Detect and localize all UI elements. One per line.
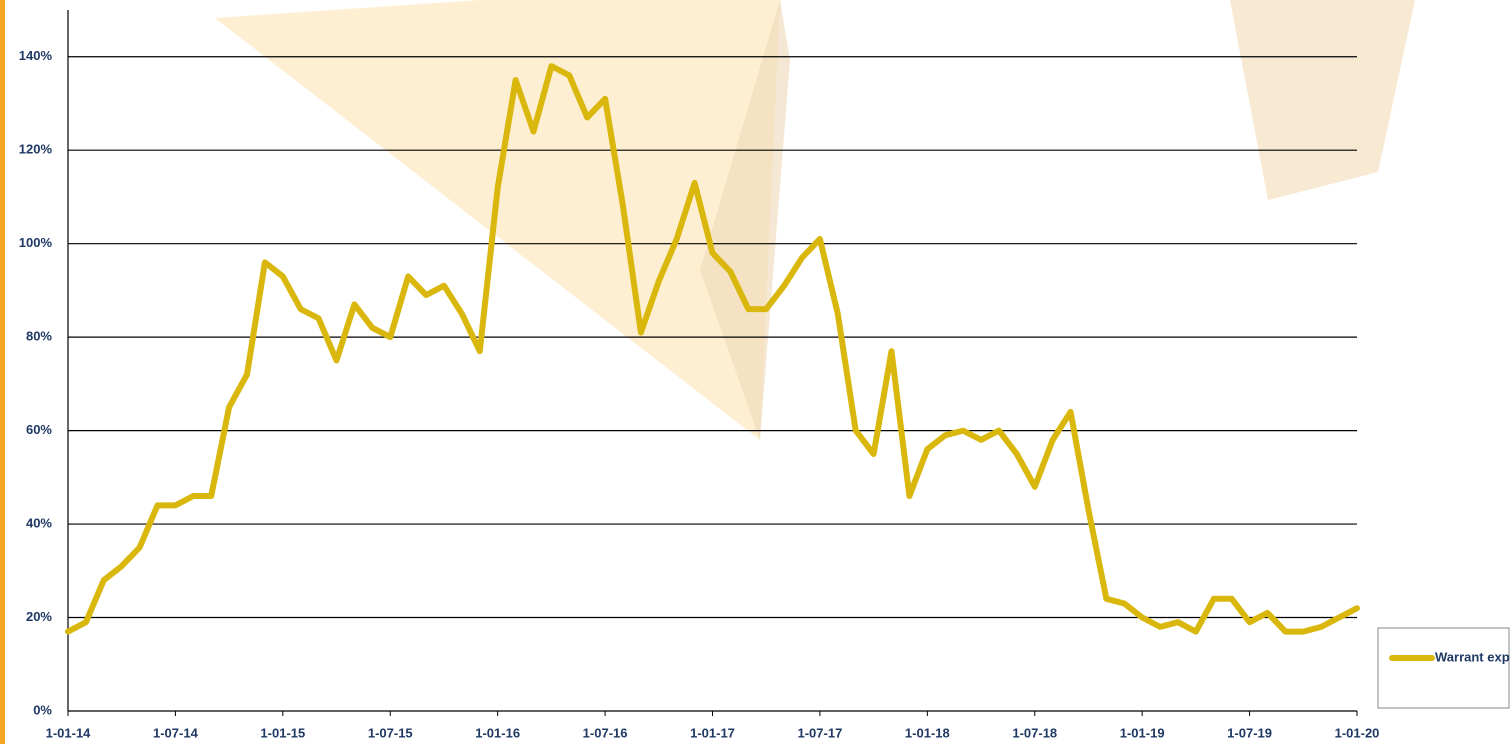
x-tick-label: 1-07-16 (583, 725, 628, 740)
y-tick-label: 120% (19, 142, 53, 157)
y-tick-label: 0% (33, 702, 52, 717)
y-tick-label: 140% (19, 48, 53, 63)
decoration (215, 0, 780, 440)
y-tick-label: 80% (26, 329, 52, 344)
x-tick-label: 1-01-19 (1120, 725, 1165, 740)
legend-box (1378, 628, 1509, 708)
legend-label: Warrant exposure (1435, 649, 1510, 664)
x-tick-label: 1-01-14 (46, 725, 92, 740)
y-tick-label: 20% (26, 609, 52, 624)
x-tick-label: 1-07-14 (153, 725, 199, 740)
side-strip (0, 0, 5, 744)
x-tick-label: 1-07-15 (368, 725, 413, 740)
x-tick-label: 1-01-17 (690, 725, 735, 740)
chart: 0% 20% 40% 60% 80% 100% 120% 140% 1-01-14 1-07-14… (0, 0, 1510, 744)
x-tick-label: 1-01-18 (905, 725, 950, 740)
x-tick-label: 1-01-20 (1335, 725, 1380, 740)
y-tick-label: 40% (26, 516, 52, 531)
x-tick-label: 1-07-19 (1227, 725, 1272, 740)
x-tick-label: 1-01-16 (475, 725, 520, 740)
y-tick-label: 60% (26, 422, 52, 437)
x-tick-label: 1-01-15 (260, 725, 305, 740)
x-tick-label: 1-07-18 (1012, 725, 1057, 740)
x-tick-label: 1-07-17 (798, 725, 843, 740)
y-tick-label: 100% (19, 235, 53, 250)
decoration (1230, 0, 1415, 200)
